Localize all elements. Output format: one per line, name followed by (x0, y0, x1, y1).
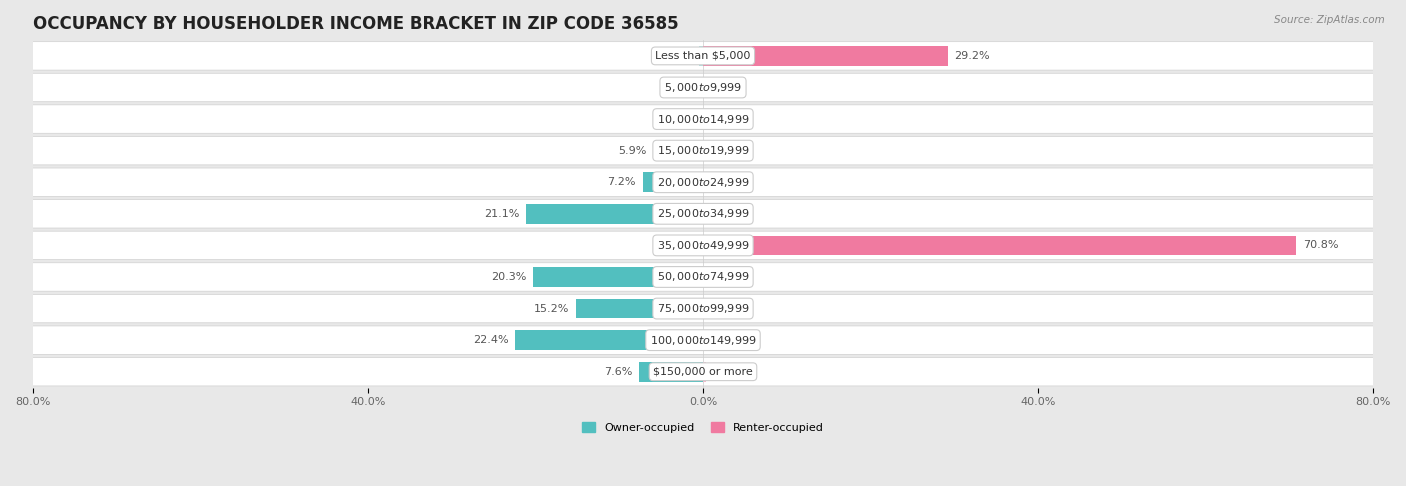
Text: 0.0%: 0.0% (713, 304, 741, 313)
Text: $100,000 to $149,999: $100,000 to $149,999 (650, 334, 756, 347)
Bar (516, 330, 703, 350)
FancyBboxPatch shape (32, 263, 1374, 291)
Text: 0.0%: 0.0% (713, 146, 741, 156)
Text: 0.0%: 0.0% (713, 335, 741, 345)
Text: 0.0%: 0.0% (713, 177, 741, 187)
Bar (703, 330, 706, 350)
Text: $20,000 to $24,999: $20,000 to $24,999 (657, 176, 749, 189)
Bar (700, 236, 703, 255)
Bar (700, 78, 703, 97)
Text: $5,000 to $9,999: $5,000 to $9,999 (664, 81, 742, 94)
Text: 7.6%: 7.6% (605, 367, 633, 377)
Text: Source: ZipAtlas.com: Source: ZipAtlas.com (1274, 15, 1385, 25)
Text: 7.2%: 7.2% (607, 177, 636, 187)
Bar (575, 299, 703, 318)
Text: 0.42%: 0.42% (657, 51, 693, 61)
Text: 29.2%: 29.2% (955, 51, 990, 61)
Text: 0.0%: 0.0% (713, 367, 741, 377)
FancyBboxPatch shape (32, 200, 1374, 228)
Text: $25,000 to $34,999: $25,000 to $34,999 (657, 208, 749, 220)
Text: 0.0%: 0.0% (713, 272, 741, 282)
Text: 0.0%: 0.0% (665, 83, 693, 92)
Text: 0.0%: 0.0% (713, 209, 741, 219)
Bar (703, 236, 1296, 255)
Text: 20.3%: 20.3% (491, 272, 526, 282)
Text: 21.1%: 21.1% (484, 209, 519, 219)
Bar (703, 173, 706, 192)
Text: 0.0%: 0.0% (665, 114, 693, 124)
FancyBboxPatch shape (32, 42, 1374, 70)
FancyBboxPatch shape (32, 326, 1374, 354)
Bar (703, 204, 706, 224)
Text: 5.9%: 5.9% (619, 146, 647, 156)
Bar (526, 204, 703, 224)
Bar (703, 109, 706, 129)
Text: 22.4%: 22.4% (472, 335, 509, 345)
FancyBboxPatch shape (32, 231, 1374, 260)
FancyBboxPatch shape (32, 295, 1374, 323)
FancyBboxPatch shape (32, 168, 1374, 196)
Text: 0.0%: 0.0% (713, 83, 741, 92)
Text: $10,000 to $14,999: $10,000 to $14,999 (657, 113, 749, 125)
Bar (654, 141, 703, 160)
Text: 0.0%: 0.0% (713, 114, 741, 124)
FancyBboxPatch shape (32, 73, 1374, 102)
Bar (699, 46, 703, 66)
Text: $15,000 to $19,999: $15,000 to $19,999 (657, 144, 749, 157)
Text: 15.2%: 15.2% (533, 304, 569, 313)
Bar (533, 267, 703, 287)
Bar (703, 267, 706, 287)
Text: Less than $5,000: Less than $5,000 (655, 51, 751, 61)
Bar (643, 173, 703, 192)
Text: $75,000 to $99,999: $75,000 to $99,999 (657, 302, 749, 315)
Legend: Owner-occupied, Renter-occupied: Owner-occupied, Renter-occupied (578, 418, 828, 437)
Bar (640, 362, 703, 382)
FancyBboxPatch shape (32, 105, 1374, 133)
Text: $50,000 to $74,999: $50,000 to $74,999 (657, 271, 749, 283)
Text: 0.0%: 0.0% (665, 241, 693, 250)
Bar (700, 109, 703, 129)
Text: $35,000 to $49,999: $35,000 to $49,999 (657, 239, 749, 252)
Bar (703, 362, 706, 382)
Text: $150,000 or more: $150,000 or more (654, 367, 752, 377)
Bar (703, 78, 706, 97)
Text: 70.8%: 70.8% (1303, 241, 1339, 250)
Bar (703, 299, 706, 318)
Bar (703, 46, 948, 66)
Text: OCCUPANCY BY HOUSEHOLDER INCOME BRACKET IN ZIP CODE 36585: OCCUPANCY BY HOUSEHOLDER INCOME BRACKET … (32, 15, 678, 33)
Bar (703, 141, 706, 160)
FancyBboxPatch shape (32, 358, 1374, 386)
FancyBboxPatch shape (32, 137, 1374, 165)
